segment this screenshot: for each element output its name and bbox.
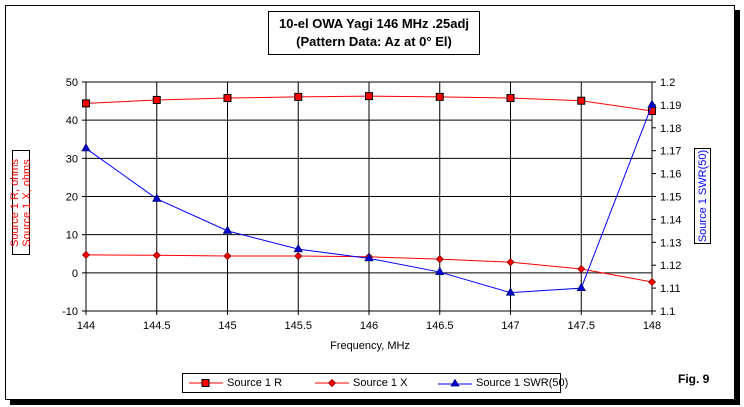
chart-title-box: 10-el OWA Yagi 146 MHz .25adj (Pattern D… [268, 11, 480, 55]
data-point-square [506, 94, 515, 103]
data-point-triangle [505, 287, 516, 296]
legend-item-x: Source 1 X [315, 376, 407, 390]
grid-lines [85, 81, 653, 312]
y-right-tick-label: 1.13 [660, 237, 681, 249]
y-right-tick-label: 1.1 [660, 306, 675, 318]
data-point-diamond [506, 258, 515, 267]
y-left-label-line-1: Source 1 R, ohms [9, 158, 21, 247]
data-point-triangle [152, 193, 162, 202]
y-right-tick-label: 1.18 [660, 123, 681, 135]
data-point-triangle [293, 243, 303, 253]
y-right-tick-labels: 1.2 1.19 1.18 1.17 1.16 1.15 1.14 1.13 1.12 1.11 1… [660, 77, 681, 318]
y-right-tick-label: 1.19 [660, 100, 681, 112]
legend: Source 1 R Source 1 X Source 1 SWR(50) [182, 373, 568, 393]
x-tick-label: 144 [77, 320, 95, 332]
y-left-tick-label: 50 [66, 77, 78, 89]
y-right-label-text: Source 1 SWR(50) [696, 149, 709, 243]
data-point-triangle [435, 266, 445, 275]
x-tick-label: 146 [360, 320, 378, 332]
data-point-diamond [294, 251, 303, 261]
data-point-triangle [81, 143, 91, 152]
data-point-triangle [364, 253, 374, 262]
data-point-diamond [152, 251, 161, 260]
y-left-tick-label: 20 [66, 192, 78, 204]
y-right-tick-label: 1.14 [660, 214, 681, 226]
y-left-tick-label: 10 [66, 230, 78, 242]
series-source-1-swr-50- [81, 99, 657, 296]
data-point-square [82, 99, 90, 108]
figure-label: Fig. 9 [678, 372, 710, 386]
data-point-square [365, 92, 373, 101]
y-right-tick-label: 1.12 [660, 260, 681, 272]
data-point-diamond [647, 277, 657, 287]
legend-label-r: Source 1 R [227, 377, 283, 389]
y-right-tick-label: 1.16 [660, 169, 681, 181]
series-group [81, 92, 657, 296]
x-tick-label: 145.5 [284, 320, 312, 332]
axes [82, 81, 656, 315]
legend-marker-diamond-icon [315, 378, 349, 388]
x-tick-label: 147 [501, 320, 519, 332]
data-point-diamond [577, 264, 586, 274]
x-tick-labels: 144 144.5 145 145.5 146 146.5 147 147.5 148 [77, 320, 661, 332]
legend-item-swr: Source 1 SWR(50) [438, 376, 568, 390]
legend-label-x: Source 1 X [353, 377, 408, 389]
x-tick-label: 147.5 [567, 320, 595, 332]
data-point-square [152, 95, 161, 104]
data-point-triangle [222, 225, 233, 234]
chart-subtitle: (Pattern Data: Az at 0° El) [296, 34, 452, 49]
legend-label-swr: Source 1 SWR(50) [476, 377, 569, 389]
y-left-tick-label: 0 [72, 268, 78, 280]
chart-title: 10-el OWA Yagi 146 MHz .25adj [278, 16, 470, 31]
chart-frame [5, 5, 735, 400]
x-tick-label: 146.5 [426, 320, 454, 332]
data-point-diamond [223, 251, 232, 261]
data-point-triangle [576, 282, 586, 292]
legend-marker-square-icon [189, 379, 223, 387]
data-point-square [294, 92, 303, 101]
data-point-diamond [435, 255, 444, 264]
data-point-square [223, 94, 232, 103]
data-point-square [577, 96, 586, 105]
y-left-label-line-2: Source 1 X, ohms [21, 158, 33, 247]
y-left-tick-labels: 50 40 30 20 10 0 -10 [62, 77, 78, 318]
y-right-tick-label: 1.15 [660, 192, 681, 204]
data-point-triangle [647, 99, 657, 108]
x-axis-label: Frequency, MHz [330, 340, 410, 352]
y-left-tick-label: 40 [66, 115, 78, 127]
legend-item-r: Source 1 R [189, 376, 282, 390]
y-right-tick-label: 1.2 [660, 77, 675, 89]
x-tick-label: 148 [643, 320, 661, 332]
y-right-tick-label: 1.11 [660, 283, 681, 295]
data-point-diamond [81, 250, 91, 259]
legend-marker-triangle-icon [438, 378, 472, 387]
x-tick-label: 145 [218, 320, 236, 332]
series-source-1-r [82, 92, 656, 116]
y-axis-right-label: Source 1 SWR(50) [694, 148, 711, 244]
y-left-tick-label: 30 [66, 153, 78, 165]
x-tick-label: 144.5 [143, 320, 171, 332]
data-point-square [435, 92, 444, 101]
y-axis-left-label: Source 1 R, ohms Source 1 X, ohms [9, 150, 33, 255]
y-right-tick-label: 1.17 [660, 146, 681, 158]
y-left-tick-label: -10 [62, 306, 78, 318]
